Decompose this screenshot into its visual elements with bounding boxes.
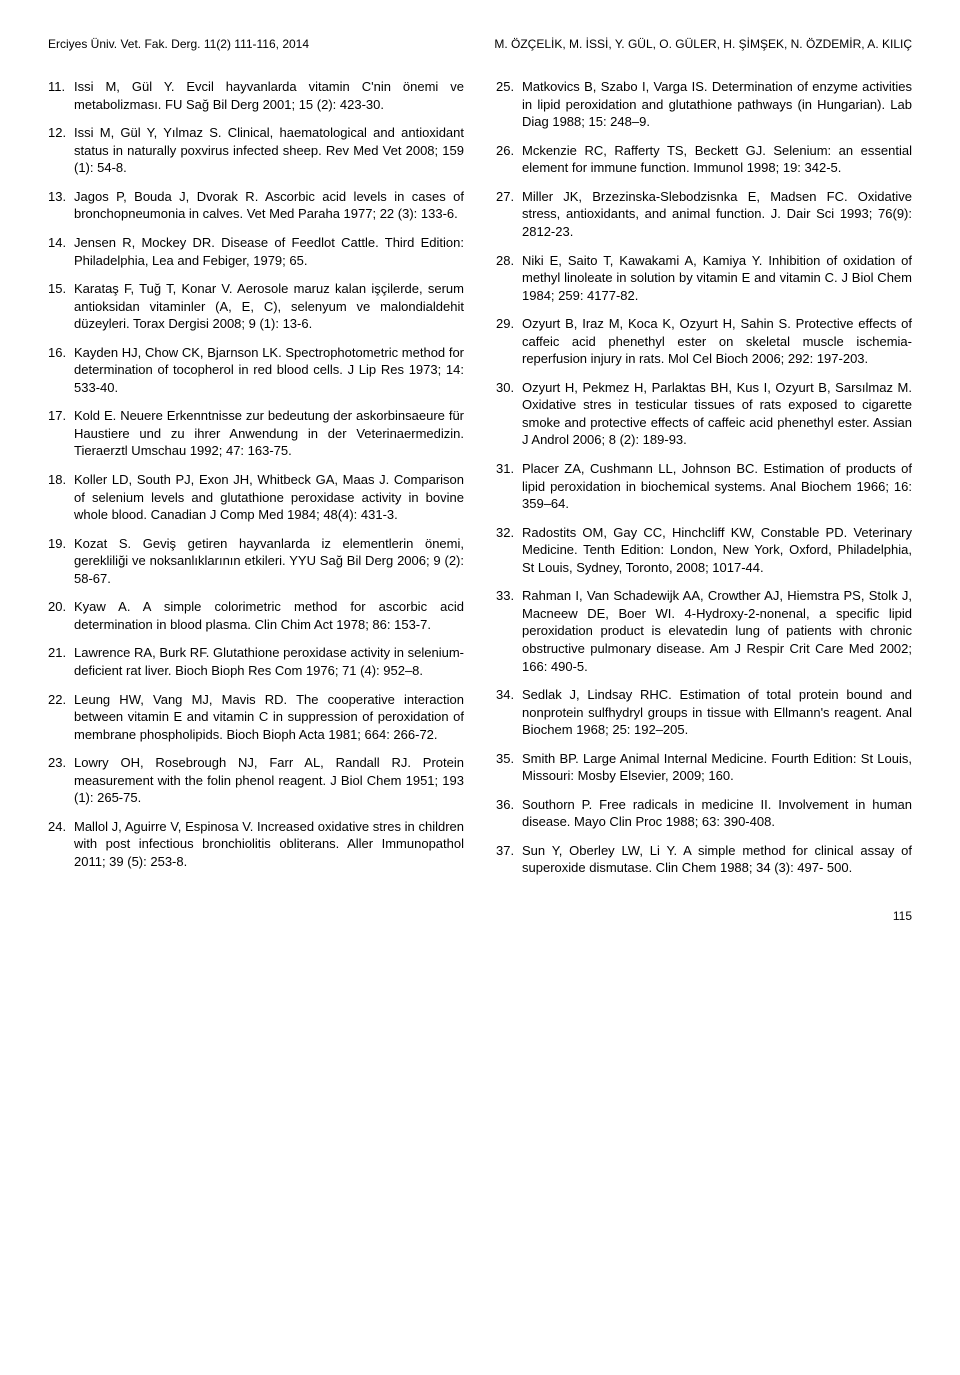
reference-item: 35.Smith BP. Large Animal Internal Medic… (496, 750, 912, 785)
reference-text: Placer ZA, Cushmann LL, Johnson BC. Esti… (522, 460, 912, 513)
reference-item: 12.Issi M, Gül Y, Yılmaz S. Clinical, ha… (48, 124, 464, 177)
reference-number: 19. (48, 535, 74, 588)
reference-text: Niki E, Saito T, Kawakami A, Kamiya Y. I… (522, 252, 912, 305)
reference-text: Leung HW, Vang MJ, Mavis RD. The coopera… (74, 691, 464, 744)
reference-list-left: 11.Issi M, Gül Y. Evcil hayvanlarda vita… (48, 78, 464, 870)
reference-item: 36.Southorn P. Free radicals in medicine… (496, 796, 912, 831)
reference-text: Sedlak J, Lindsay RHC. Estimation of tot… (522, 686, 912, 739)
reference-number: 33. (496, 587, 522, 675)
reference-number: 35. (496, 750, 522, 785)
header-left: Erciyes Üniv. Vet. Fak. Derg. 11(2) 111-… (48, 36, 309, 52)
reference-number: 27. (496, 188, 522, 241)
reference-number: 14. (48, 234, 74, 269)
header-right: M. ÖZÇELİK, M. İSSİ, Y. GÜL, O. GÜLER, H… (494, 36, 912, 52)
reference-item: 20.Kyaw A. A simple colorimetric method … (48, 598, 464, 633)
reference-item: 25.Matkovics B, Szabo I, Varga IS. Deter… (496, 78, 912, 131)
reference-columns: 11.Issi M, Gül Y. Evcil hayvanlarda vita… (48, 78, 912, 888)
reference-item: 34.Sedlak J, Lindsay RHC. Estimation of … (496, 686, 912, 739)
reference-item: 23.Lowry OH, Rosebrough NJ, Farr AL, Ran… (48, 754, 464, 807)
reference-number: 34. (496, 686, 522, 739)
reference-item: 19.Kozat S. Geviş getiren hayvanlarda iz… (48, 535, 464, 588)
reference-item: 14.Jensen R, Mockey DR. Disease of Feedl… (48, 234, 464, 269)
reference-number: 28. (496, 252, 522, 305)
reference-item: 29.Ozyurt B, Iraz M, Koca K, Ozyurt H, S… (496, 315, 912, 368)
reference-item: 31.Placer ZA, Cushmann LL, Johnson BC. E… (496, 460, 912, 513)
reference-text: Radostits OM, Gay CC, Hinchcliff KW, Con… (522, 524, 912, 577)
reference-text: Mallol J, Aguirre V, Espinosa V. Increas… (74, 818, 464, 871)
reference-item: 33.Rahman I, Van Schadewijk AA, Crowther… (496, 587, 912, 675)
reference-item: 21.Lawrence RA, Burk RF. Glutathione per… (48, 644, 464, 679)
right-column: 25.Matkovics B, Szabo I, Varga IS. Deter… (496, 78, 912, 888)
reference-text: Issi M, Gül Y. Evcil hayvanlarda vitamin… (74, 78, 464, 113)
reference-item: 11.Issi M, Gül Y. Evcil hayvanlarda vita… (48, 78, 464, 113)
reference-text: Kold E. Neuere Erkenntnisse zur bedeutun… (74, 407, 464, 460)
reference-number: 22. (48, 691, 74, 744)
reference-number: 29. (496, 315, 522, 368)
reference-item: 37.Sun Y, Oberley LW, Li Y. A simple met… (496, 842, 912, 877)
reference-number: 20. (48, 598, 74, 633)
reference-text: Lawrence RA, Burk RF. Glutathione peroxi… (74, 644, 464, 679)
reference-item: 17.Kold E. Neuere Erkenntnisse zur bedeu… (48, 407, 464, 460)
reference-text: Ozyurt B, Iraz M, Koca K, Ozyurt H, Sahi… (522, 315, 912, 368)
reference-number: 23. (48, 754, 74, 807)
reference-text: Jagos P, Bouda J, Dvorak R. Ascorbic aci… (74, 188, 464, 223)
reference-number: 12. (48, 124, 74, 177)
reference-number: 25. (496, 78, 522, 131)
reference-number: 17. (48, 407, 74, 460)
reference-number: 13. (48, 188, 74, 223)
reference-number: 24. (48, 818, 74, 871)
reference-number: 31. (496, 460, 522, 513)
reference-text: Issi M, Gül Y, Yılmaz S. Clinical, haema… (74, 124, 464, 177)
reference-item: 30.Ozyurt H, Pekmez H, Parlaktas BH, Kus… (496, 379, 912, 449)
page-number: 115 (48, 908, 912, 924)
reference-text: Ozyurt H, Pekmez H, Parlaktas BH, Kus I,… (522, 379, 912, 449)
reference-item: 24.Mallol J, Aguirre V, Espinosa V. Incr… (48, 818, 464, 871)
reference-text: Jensen R, Mockey DR. Disease of Feedlot … (74, 234, 464, 269)
reference-text: Kozat S. Geviş getiren hayvanlarda iz el… (74, 535, 464, 588)
reference-number: 26. (496, 142, 522, 177)
reference-text: Mckenzie RC, Rafferty TS, Beckett GJ. Se… (522, 142, 912, 177)
reference-list-right: 25.Matkovics B, Szabo I, Varga IS. Deter… (496, 78, 912, 877)
reference-item: 13.Jagos P, Bouda J, Dvorak R. Ascorbic … (48, 188, 464, 223)
left-column: 11.Issi M, Gül Y. Evcil hayvanlarda vita… (48, 78, 464, 888)
reference-text: Kayden HJ, Chow CK, Bjarnson LK. Spectro… (74, 344, 464, 397)
reference-number: 30. (496, 379, 522, 449)
reference-text: Lowry OH, Rosebrough NJ, Farr AL, Randal… (74, 754, 464, 807)
reference-number: 37. (496, 842, 522, 877)
reference-item: 26.Mckenzie RC, Rafferty TS, Beckett GJ.… (496, 142, 912, 177)
reference-item: 15.Karataş F, Tuğ T, Konar V. Aerosole m… (48, 280, 464, 333)
reference-number: 11. (48, 78, 74, 113)
reference-number: 32. (496, 524, 522, 577)
reference-text: Koller LD, South PJ, Exon JH, Whitbeck G… (74, 471, 464, 524)
reference-number: 36. (496, 796, 522, 831)
reference-item: 18.Koller LD, South PJ, Exon JH, Whitbec… (48, 471, 464, 524)
reference-text: Rahman I, Van Schadewijk AA, Crowther AJ… (522, 587, 912, 675)
reference-item: 22.Leung HW, Vang MJ, Mavis RD. The coop… (48, 691, 464, 744)
reference-number: 15. (48, 280, 74, 333)
reference-number: 16. (48, 344, 74, 397)
reference-text: Kyaw A. A simple colorimetric method for… (74, 598, 464, 633)
reference-text: Sun Y, Oberley LW, Li Y. A simple method… (522, 842, 912, 877)
reference-item: 16.Kayden HJ, Chow CK, Bjarnson LK. Spec… (48, 344, 464, 397)
reference-item: 27.Miller JK, Brzezinska-Slebodzisnka E,… (496, 188, 912, 241)
reference-text: Smith BP. Large Animal Internal Medicine… (522, 750, 912, 785)
page-header: Erciyes Üniv. Vet. Fak. Derg. 11(2) 111-… (48, 36, 912, 52)
reference-text: Matkovics B, Szabo I, Varga IS. Determin… (522, 78, 912, 131)
reference-text: Karataş F, Tuğ T, Konar V. Aerosole maru… (74, 280, 464, 333)
reference-number: 21. (48, 644, 74, 679)
reference-item: 32.Radostits OM, Gay CC, Hinchcliff KW, … (496, 524, 912, 577)
reference-number: 18. (48, 471, 74, 524)
reference-text: Southorn P. Free radicals in medicine II… (522, 796, 912, 831)
reference-item: 28.Niki E, Saito T, Kawakami A, Kamiya Y… (496, 252, 912, 305)
reference-text: Miller JK, Brzezinska-Slebodzisnka E, Ma… (522, 188, 912, 241)
